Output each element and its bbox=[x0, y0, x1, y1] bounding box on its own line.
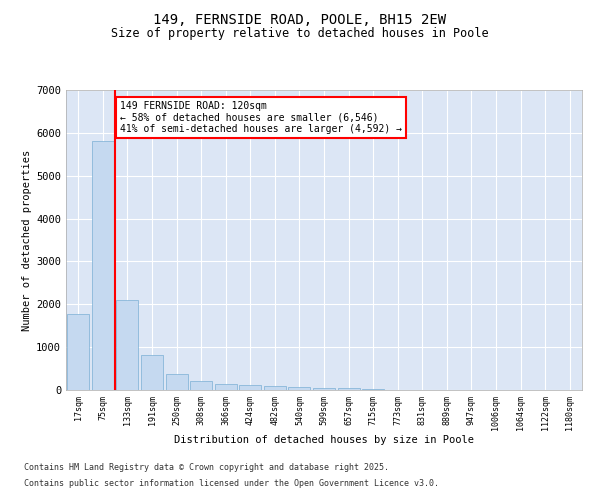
Text: 149, FERNSIDE ROAD, POOLE, BH15 2EW: 149, FERNSIDE ROAD, POOLE, BH15 2EW bbox=[154, 12, 446, 26]
X-axis label: Distribution of detached houses by size in Poole: Distribution of detached houses by size … bbox=[174, 436, 474, 446]
Bar bbox=[362, 389, 384, 390]
Bar bbox=[116, 300, 139, 390]
Bar bbox=[166, 374, 188, 390]
Text: Size of property relative to detached houses in Poole: Size of property relative to detached ho… bbox=[111, 28, 489, 40]
Bar bbox=[67, 314, 89, 390]
Text: Contains public sector information licensed under the Open Government Licence v3: Contains public sector information licen… bbox=[24, 478, 439, 488]
Bar bbox=[313, 388, 335, 390]
Y-axis label: Number of detached properties: Number of detached properties bbox=[22, 150, 32, 330]
Text: 149 FERNSIDE ROAD: 120sqm
← 58% of detached houses are smaller (6,546)
41% of se: 149 FERNSIDE ROAD: 120sqm ← 58% of detac… bbox=[120, 100, 402, 134]
Bar bbox=[264, 386, 286, 390]
Bar bbox=[239, 386, 262, 390]
Text: Contains HM Land Registry data © Crown copyright and database right 2025.: Contains HM Land Registry data © Crown c… bbox=[24, 464, 389, 472]
Bar bbox=[190, 381, 212, 390]
Bar bbox=[92, 140, 114, 390]
Bar bbox=[141, 355, 163, 390]
Bar bbox=[215, 384, 237, 390]
Bar bbox=[289, 387, 310, 390]
Bar bbox=[338, 388, 359, 390]
